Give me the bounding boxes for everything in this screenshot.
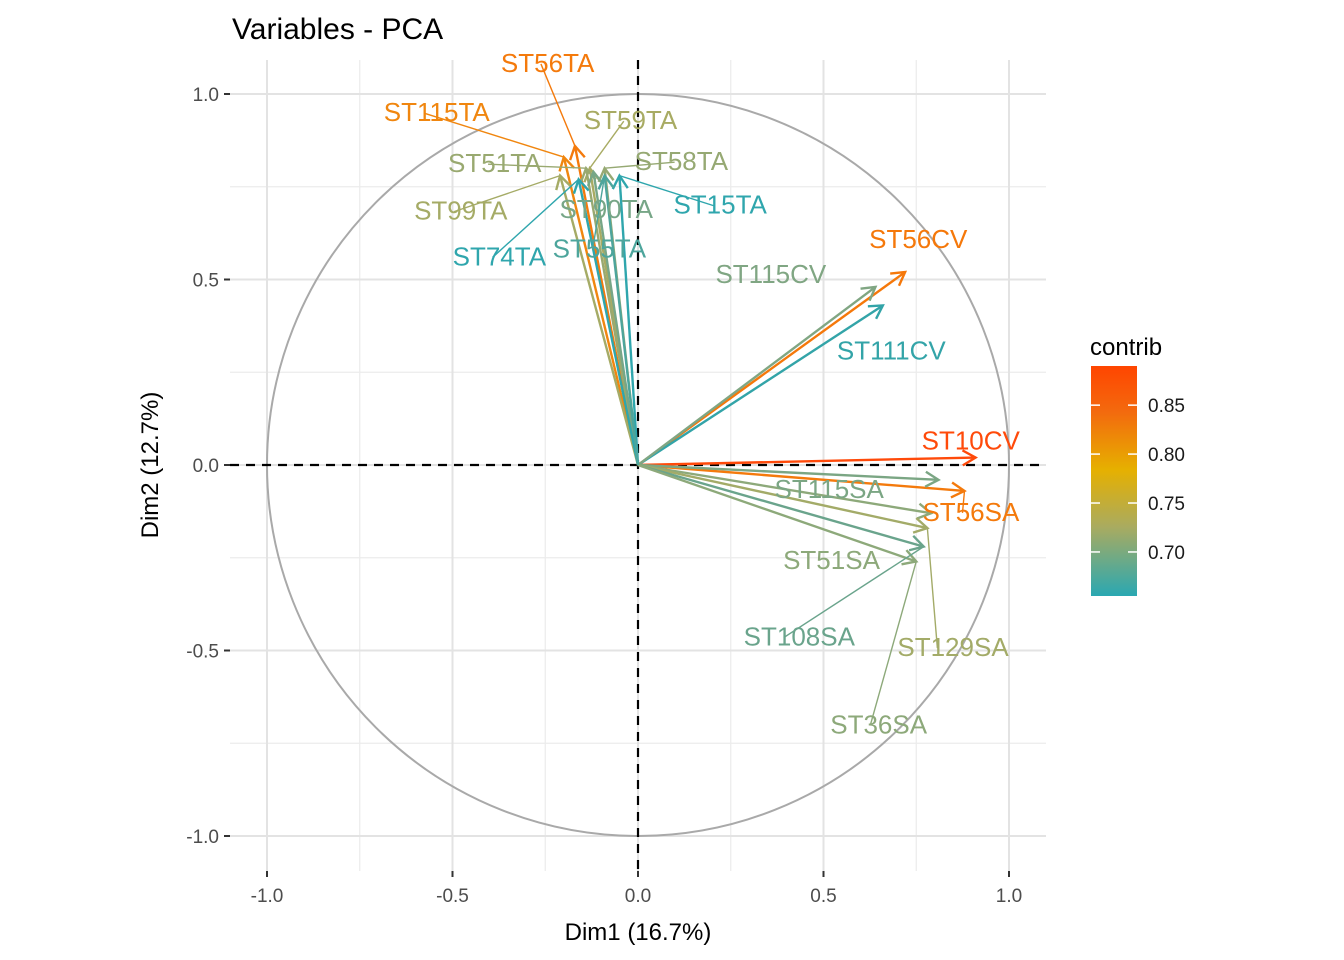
variable-label: ST115CV: [715, 259, 826, 289]
label-leader-line: [869, 561, 917, 726]
chart-title: Variables - PCA: [232, 13, 443, 46]
label-leader-line: [423, 112, 565, 158]
y-tick-label: 0.5: [193, 271, 219, 292]
variable-label: ST56TA: [501, 48, 595, 78]
variable-label: ST90TA: [559, 194, 653, 224]
label-leader-line: [492, 178, 580, 258]
label-leader-line: [926, 528, 939, 649]
arrow-shaft: [637, 304, 884, 467]
arrow-shaft: [592, 171, 640, 466]
arrow-shaft: [637, 463, 928, 530]
variable-label: ST58TA: [635, 146, 729, 176]
arrow-shaft: [558, 175, 640, 466]
arrow-head: [924, 470, 941, 488]
legend-colorbar: [1091, 366, 1137, 596]
variable-label: ST56SA: [922, 497, 1019, 527]
arrow-shaft: [637, 463, 924, 548]
arrow-head: [961, 449, 979, 467]
legend-ticks: 0.85 0.80 0.75 0.70: [1091, 396, 1185, 564]
label-leader-line: [591, 175, 606, 250]
label-leader-line: [589, 120, 625, 169]
variable-label: ST51TA: [448, 148, 542, 178]
arrow-shaft: [637, 463, 965, 493]
y-tick-label: -1.0: [186, 827, 219, 848]
x-tick-label: 1.0: [996, 886, 1022, 907]
arrow-shaft: [637, 463, 939, 482]
variable-label: ST15TA: [673, 190, 767, 220]
x-axis: -1.0 -0.5 0.0 0.5 1.0: [251, 871, 1022, 907]
arrow-head: [860, 285, 878, 302]
variable-label: ST129SA: [897, 632, 1009, 662]
label-leader-line: [453, 174, 561, 213]
arrow-shaft: [637, 456, 976, 467]
variable-label: ST115TA: [384, 97, 491, 127]
arrow-shaft: [562, 156, 640, 466]
legend-tick-label: 0.70: [1148, 543, 1185, 564]
arrow-shaft: [637, 285, 877, 466]
legend-tick-label: 0.75: [1148, 494, 1185, 515]
label-leader-line: [961, 490, 966, 514]
variable-label: ST108SA: [744, 622, 856, 652]
y-axis-title: Dim2 (12.7%): [137, 392, 164, 539]
x-axis-title: Dim1 (16.7%): [565, 919, 712, 946]
arrow-head: [867, 304, 885, 320]
variable-label: ST74TA: [453, 241, 547, 271]
variable-label: ST51SA: [783, 545, 880, 575]
legend: contrib 0.85 0.80 0.75 0.70: [1090, 334, 1185, 596]
x-tick-label: -0.5: [436, 886, 469, 907]
label-leader-line: [604, 161, 675, 169]
legend-tick-label: 0.80: [1148, 445, 1185, 466]
y-tick-label: 0.0: [193, 456, 219, 477]
arrow-head: [916, 502, 934, 520]
x-tick-label: 0.5: [810, 886, 836, 907]
x-tick-label: 0.0: [625, 886, 651, 907]
arrow-head: [586, 169, 604, 187]
variable-label: ST55TA: [553, 234, 647, 264]
arrow-shaft: [637, 463, 932, 515]
variable-label: ST59TA: [584, 105, 678, 135]
label-leader-line: [619, 174, 714, 207]
variable-label: ST115SA: [775, 474, 885, 504]
arrow-shaft: [603, 175, 640, 466]
legend-tick-label: 0.85: [1148, 396, 1185, 417]
arrow-shaft: [618, 175, 640, 466]
y-axis: 1.0 0.5 0.0 -0.5 -1.0: [186, 85, 230, 848]
variable-label: ST10CV: [922, 426, 1021, 456]
variable-label: ST36SA: [830, 709, 927, 739]
variable-label: ST99TA: [414, 196, 508, 226]
plot-panel: ST10CV ST56CV ST111CV ST115CV ST56SA ST115SA S…: [230, 48, 1046, 871]
variable-label: ST56CV: [869, 224, 968, 254]
legend-title: contrib: [1090, 334, 1162, 361]
y-tick-label: -0.5: [186, 642, 219, 663]
label-leader-line: [783, 546, 925, 639]
arrow-shaft: [637, 463, 917, 563]
label-leader-line: [488, 163, 587, 169]
y-tick-label: 1.0: [193, 85, 219, 106]
x-tick-label: -1.0: [251, 886, 284, 907]
arrow-head: [890, 270, 908, 287]
arrow-shaft: [577, 179, 640, 466]
variable-label: ST111CV: [837, 335, 947, 365]
variable-labels: ST10CV ST56CV ST111CV ST115CV ST56SA ST115SA S…: [384, 48, 1021, 740]
label-leader-line: [540, 63, 576, 147]
